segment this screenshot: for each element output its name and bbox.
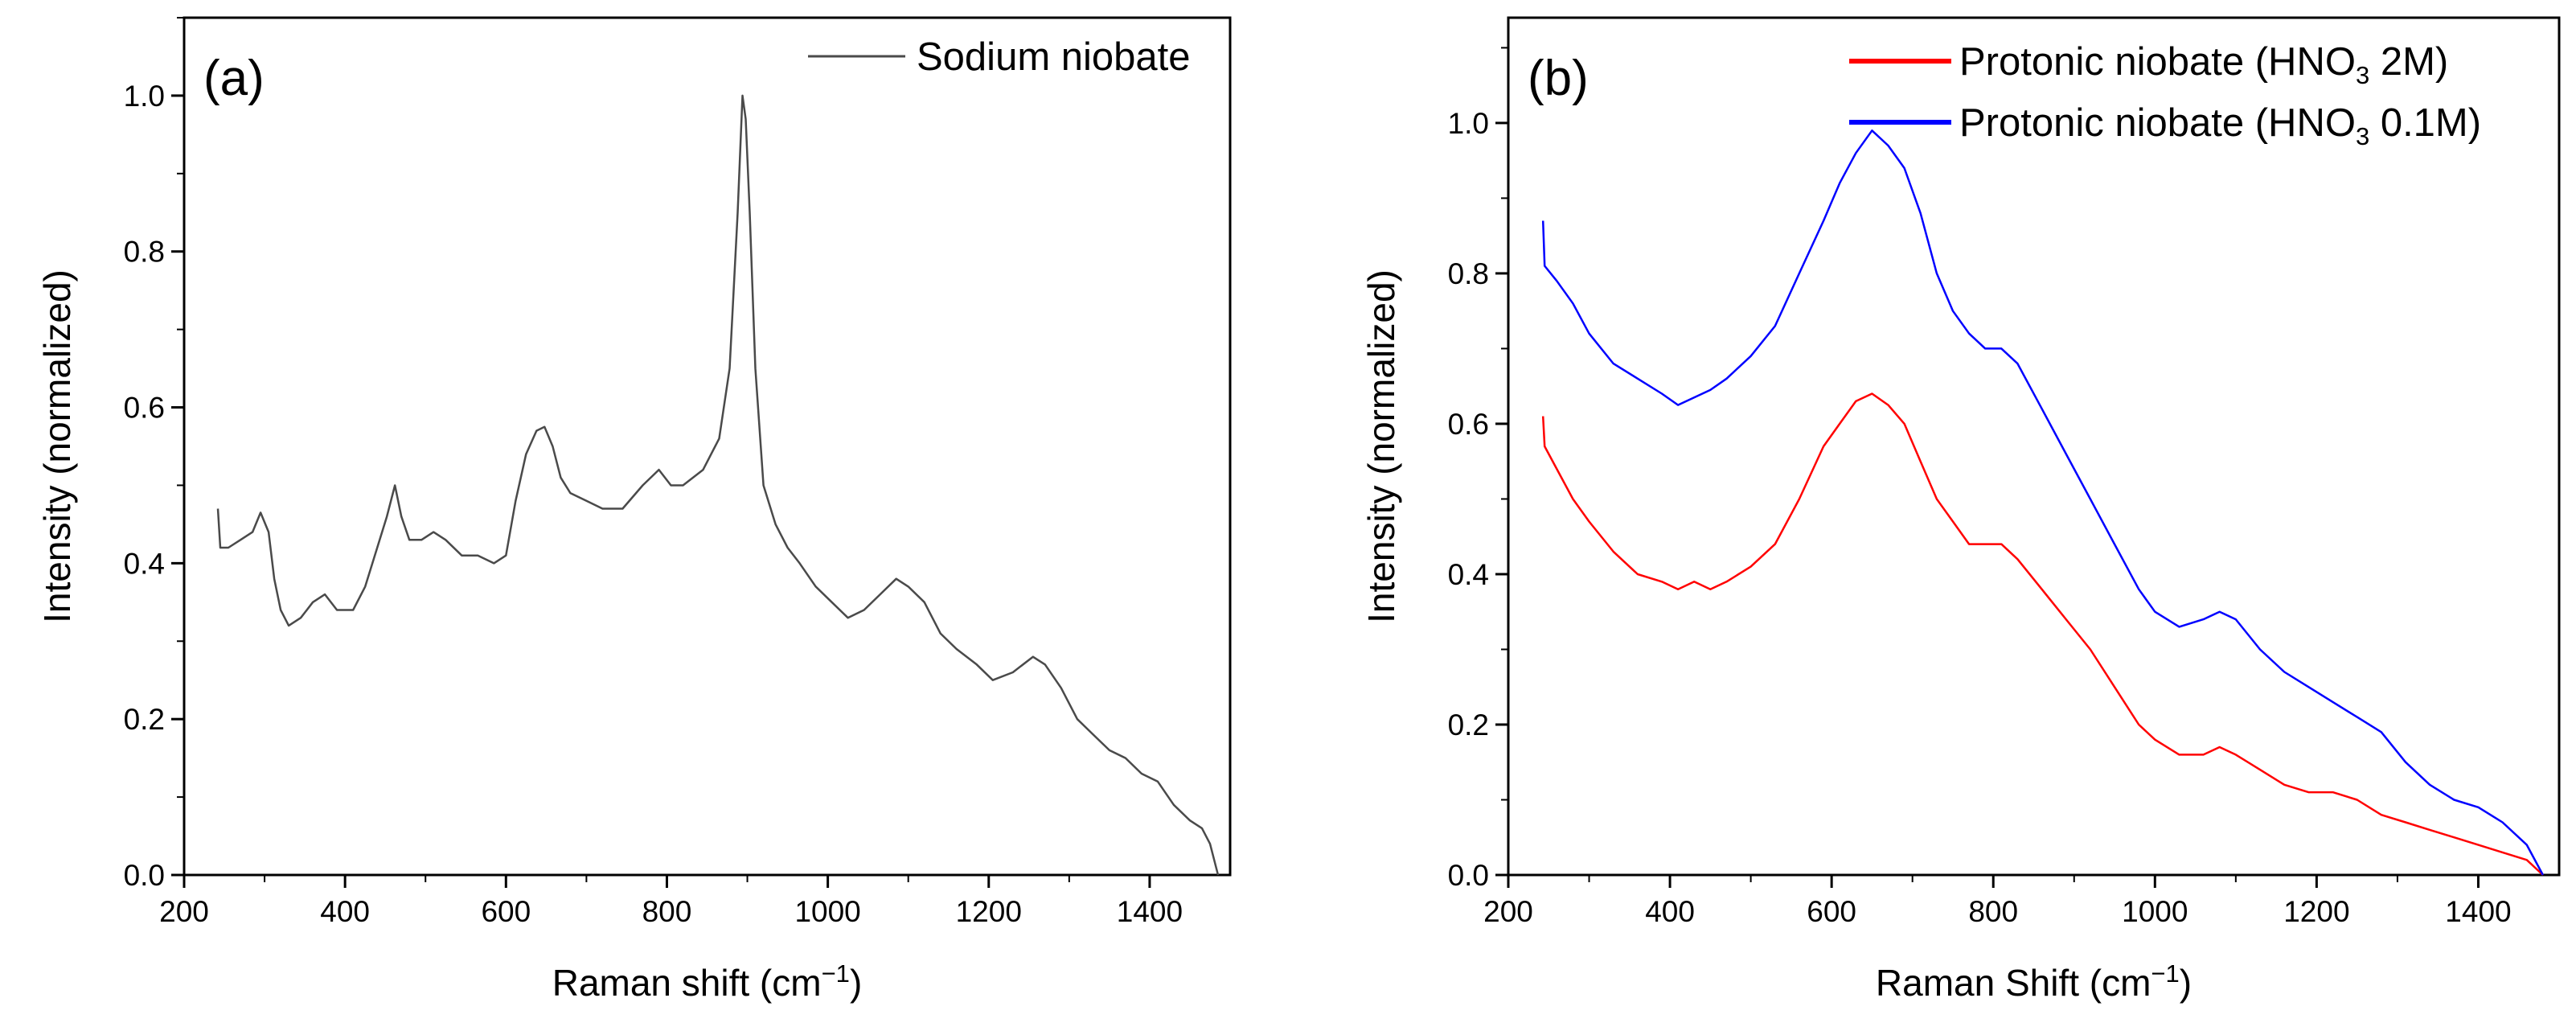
x-tick-label: 200 [1483, 895, 1533, 928]
panel-a-series-layer [216, 94, 1220, 876]
y-tick-label: 0.8 [1448, 257, 1489, 290]
panel-a-x-axis-title: Raman shift (cm−1) [552, 959, 863, 1004]
series-line-1 [216, 94, 1220, 876]
y-tick-label: 0.0 [1448, 859, 1489, 892]
panel-b-plot-frame [1507, 16, 2561, 877]
x-tick-label: 1400 [2445, 895, 2511, 928]
series-line-1 [1541, 392, 2544, 876]
x-tick-label: 800 [1968, 895, 2018, 928]
x-tick-label: 1000 [794, 895, 860, 928]
x-tick-label: 600 [481, 895, 531, 928]
x-tick-label: 600 [1807, 895, 1856, 928]
x-tick-label: 800 [642, 895, 692, 928]
panel-b-legend: Protonic niobate (HNO3 2M) Protonic niob… [1849, 40, 2481, 150]
panel-b-label: (b) [1528, 51, 1589, 106]
x-tick-label: 400 [320, 895, 370, 928]
y-tick-label: 0.6 [124, 392, 165, 425]
y-tick-label: 0.6 [1448, 408, 1489, 441]
panel-b-series-layer [1541, 129, 2545, 876]
x-tick-label: 400 [1645, 895, 1695, 928]
panel-a-legend: Sodium niobate [808, 35, 1191, 79]
panel-a-chart: 200 400 600 800 1000 1200 1400 0.0 0.2 0.4 0.6 0.8 1… [36, 16, 1232, 1004]
panel-a-ticks: 200 400 600 800 1000 1200 1400 0.0 0.2 0.4 0.6 0.8 1… [124, 17, 1183, 928]
y-tick-label: 0.0 [124, 859, 165, 892]
panel-b-chart: 200 400 600 800 1000 1200 1400 0.0 0.2 0.4 0.6 0.8 1… [1360, 16, 2561, 1004]
y-tick-label: 1.0 [124, 80, 165, 113]
panel-b-x-axis-title: Raman Shift (cm−1) [1876, 959, 2192, 1004]
panel-b-legend-label-2m: Protonic niobate (HNO3 2M) [1959, 40, 2448, 89]
series-line-2 [1541, 129, 2545, 876]
panel-b-y-axis-title: Intensity (normalized) [1360, 269, 1402, 623]
panel-a-y-axis-title: Intensity (normalized) [36, 269, 78, 623]
panel-b-legend-label-01m: Protonic niobate (HNO3 0.1M) [1959, 101, 2481, 150]
panel-b-ticks: 200 400 600 800 1000 1200 1400 0.0 0.2 0.4 0.6 0.8 1… [1448, 47, 2512, 928]
y-tick-label: 0.2 [124, 703, 165, 736]
y-tick-label: 0.2 [1448, 709, 1489, 741]
x-tick-label: 1400 [1117, 895, 1183, 928]
y-tick-label: 1.0 [1448, 107, 1489, 140]
x-tick-label: 1200 [956, 895, 1022, 928]
x-tick-label: 1000 [2122, 895, 2188, 928]
y-tick-label: 0.4 [124, 547, 165, 580]
panel-a-legend-label-sodium-niobate: Sodium niobate [917, 35, 1191, 79]
x-tick-label: 1200 [2283, 895, 2349, 928]
x-tick-label: 200 [159, 895, 209, 928]
panel-a-plot-frame [183, 16, 1232, 877]
y-tick-label: 0.8 [124, 236, 165, 269]
panel-a-label: (a) [203, 51, 265, 106]
y-tick-label: 0.4 [1448, 558, 1489, 591]
